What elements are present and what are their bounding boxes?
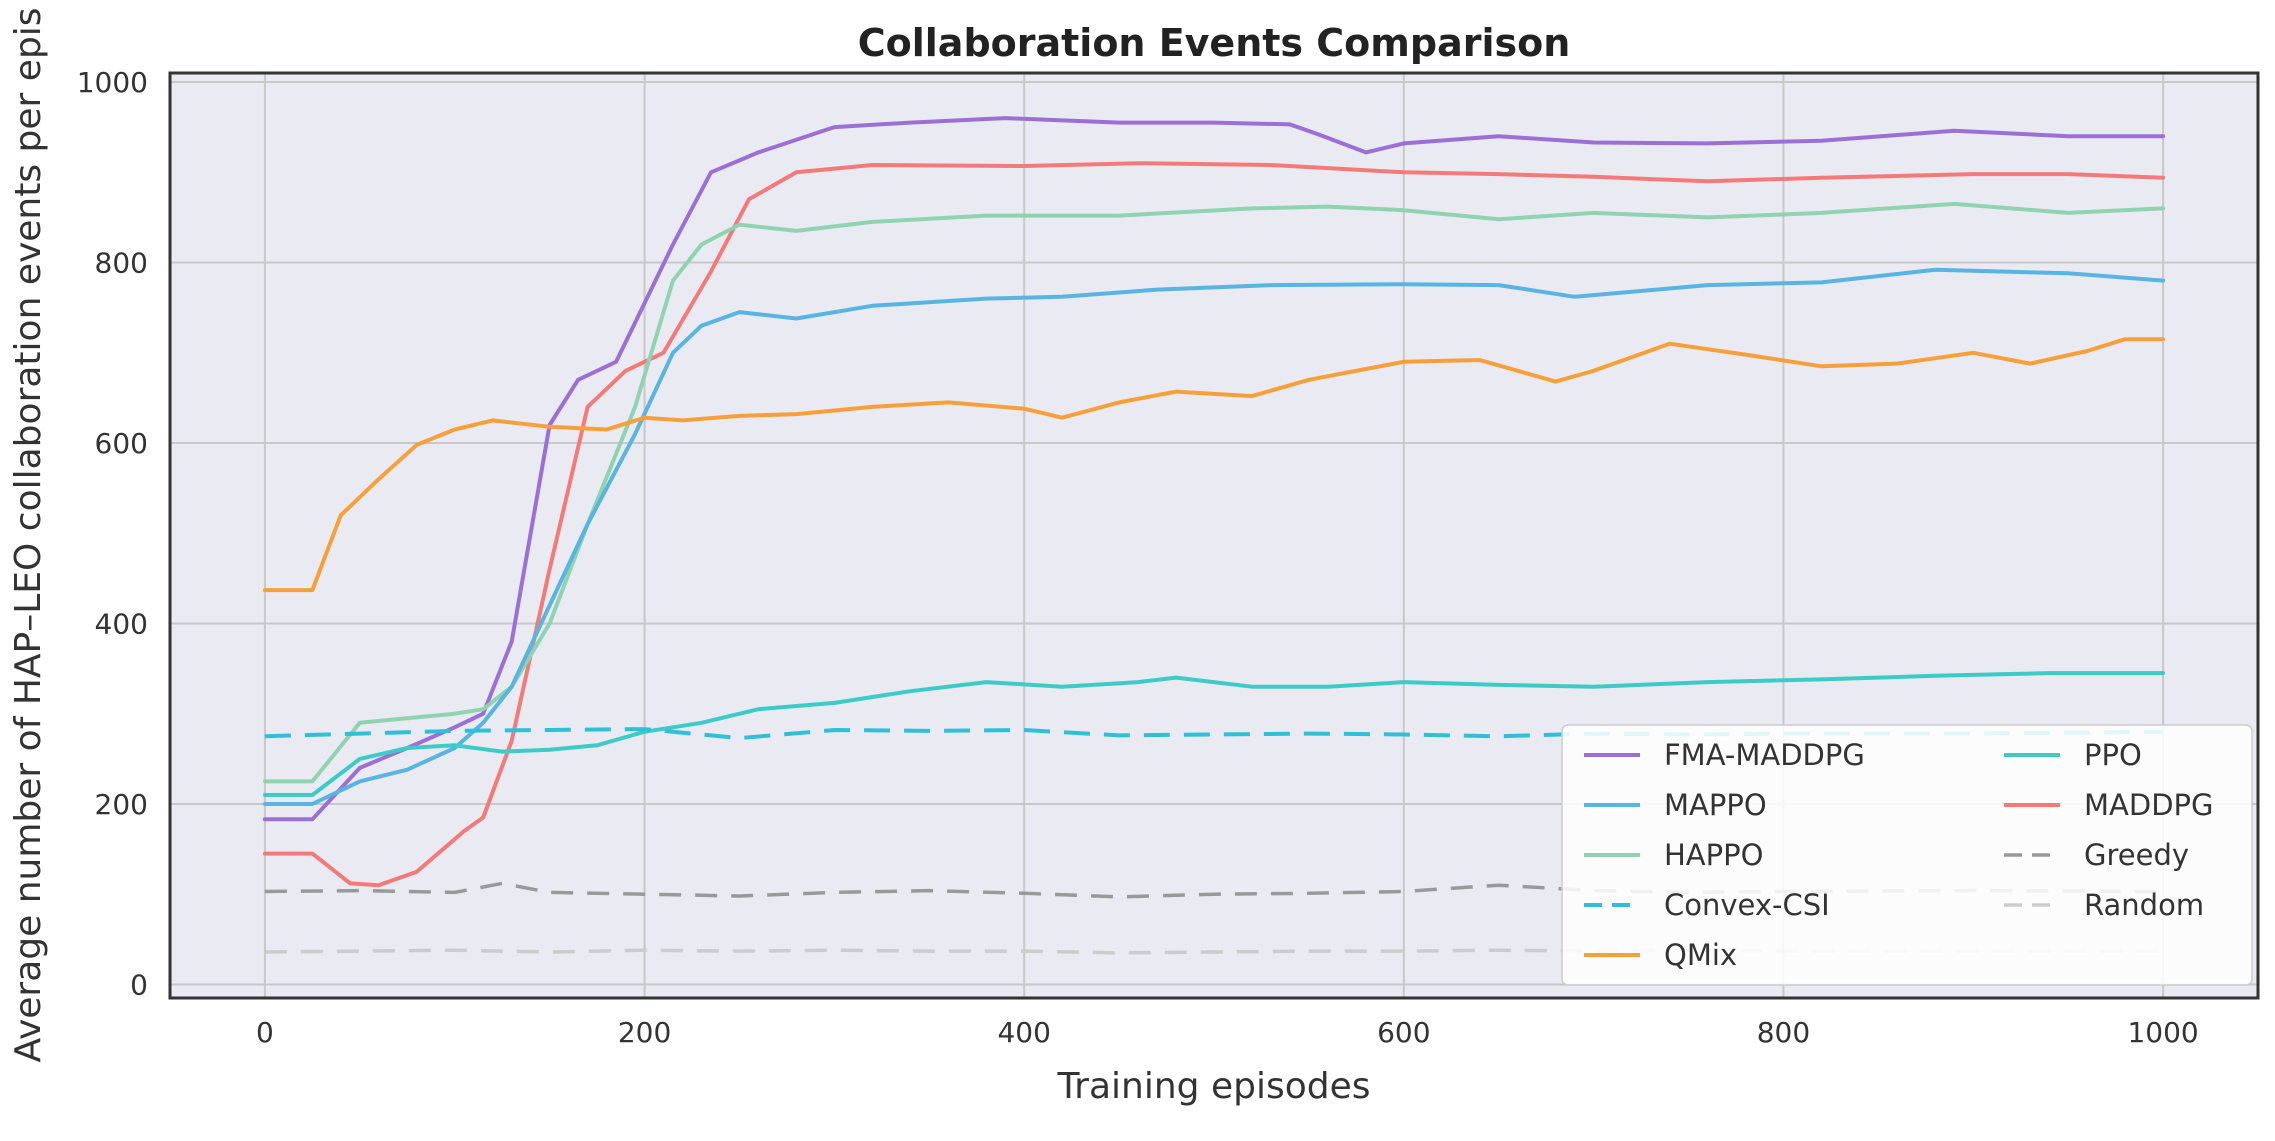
legend: FMA-MADDPG PPO MAPPO MADDPG HAPPO Greedy Conve… bbox=[1561, 724, 2253, 986]
x-tick-label: 0 bbox=[256, 1016, 274, 1049]
legend-label: MAPPO bbox=[1664, 788, 1767, 822]
ticks: 0 200 400 600 800 1000 0 200 400 600 800 1000 bbox=[77, 66, 2199, 1049]
series-line-ppo bbox=[262, 671, 2166, 797]
legend-label: HAPPO bbox=[1664, 838, 1763, 872]
x-tick-label: 200 bbox=[618, 1016, 671, 1049]
chart-title: Collaboration Events Comparison bbox=[858, 21, 1571, 65]
legend-label: PPO bbox=[2084, 738, 2142, 772]
series-line-fma-maddpg bbox=[262, 116, 2166, 822]
legend-label: QMix bbox=[1664, 938, 1737, 972]
y-tick-label: 800 bbox=[95, 247, 148, 280]
series-line-happo bbox=[262, 201, 2166, 784]
x-axis-label: Training episodes bbox=[1056, 1066, 1370, 1107]
x-tick-label: 800 bbox=[1757, 1016, 1810, 1049]
series-line-mappo bbox=[262, 267, 2166, 806]
series-line-qmix bbox=[262, 337, 2166, 593]
y-tick-label: 600 bbox=[95, 427, 148, 460]
legend-box bbox=[1561, 724, 2253, 986]
legend-label: FMA-MADDPG bbox=[1664, 738, 1865, 772]
legend-label: Greedy bbox=[2084, 838, 2189, 872]
legend-label: Random bbox=[2084, 888, 2204, 922]
y-tick-label: 400 bbox=[95, 607, 148, 640]
legend-label: MADDPG bbox=[2084, 788, 2213, 822]
x-tick-label: 600 bbox=[1377, 1016, 1430, 1049]
series-line-maddpg bbox=[262, 161, 2166, 888]
x-tick-label: 1000 bbox=[2127, 1016, 2198, 1049]
grid bbox=[170, 73, 2258, 998]
plot-frame bbox=[168, 71, 2260, 1000]
legend-label: Convex-CSI bbox=[1664, 888, 1830, 922]
y-tick-label: 0 bbox=[130, 968, 148, 1001]
x-tick-label: 400 bbox=[997, 1016, 1050, 1049]
y-tick-label: 200 bbox=[95, 788, 148, 821]
y-axis-label: Average number of HAP–LEO collaboration … bbox=[8, 7, 49, 1062]
y-tick-label: 1000 bbox=[77, 66, 148, 99]
